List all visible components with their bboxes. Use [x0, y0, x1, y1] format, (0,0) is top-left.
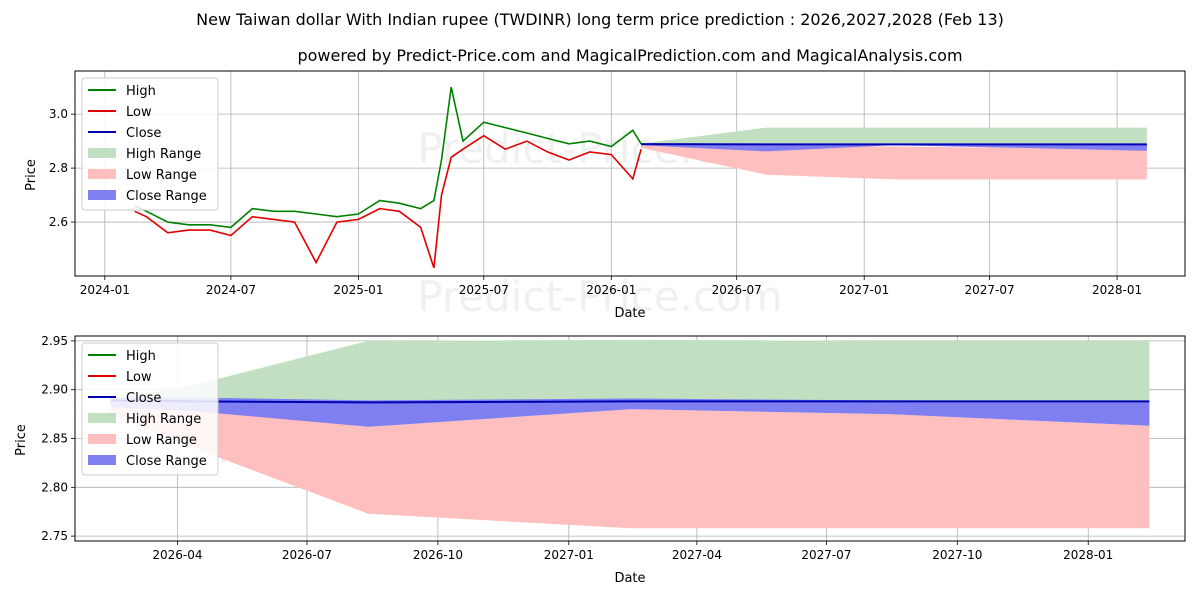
bottom-legend: High Low Close High Range Low Range Close Ran…	[82, 343, 218, 475]
bottom-ytick-label-0: 2.75	[41, 529, 68, 543]
bottom-xtick-label-3: 2027-01	[544, 548, 594, 562]
top-ytick-label-2: 3.0	[49, 107, 68, 121]
bottom-ytick-label-2: 2.85	[41, 432, 68, 446]
top-xtick-label-2: 2025-01	[333, 283, 383, 297]
top-ytick-label-1: 2.8	[49, 161, 68, 175]
bottom-xtick-label-5: 2027-07	[801, 548, 851, 562]
bottom-x-label: Date	[614, 571, 645, 586]
bottom-ytick-label-4: 2.95	[41, 334, 68, 348]
top-xtick-label-7: 2027-07	[965, 283, 1015, 297]
bottom-xtick-label-4: 2027-04	[672, 548, 722, 562]
top-legend-swatch-5	[88, 190, 116, 200]
bottom-legend-swatch-4	[88, 434, 116, 444]
top-xtick-label-8: 2028-01	[1092, 283, 1142, 297]
top-low-range-area	[641, 145, 1147, 179]
top-legend-label-5: Close Range	[126, 189, 207, 204]
top-legend-swatch-4	[88, 169, 116, 179]
top-xtick-label-6: 2027-01	[839, 283, 889, 297]
top-legend-label-3: High Range	[126, 147, 201, 162]
bottom-legend-label-5: Close Range	[126, 454, 207, 469]
bottom-high-range-area	[111, 340, 1150, 404]
top-panel: Predict-Price.com Predict-Price.com 2024…	[24, 71, 1185, 321]
bottom-legend-label-2: Close	[126, 391, 161, 406]
top-xtick-label-4: 2026-01	[586, 283, 636, 297]
bottom-ytick-label-1: 2.80	[41, 480, 68, 494]
top-x-label: Date	[614, 306, 645, 321]
top-legend-label-2: Close	[126, 126, 161, 141]
bottom-legend-swatch-5	[88, 455, 116, 465]
bottom-xtick-label-2: 2026-10	[413, 548, 463, 562]
top-legend: High Low Close High Range Low Range Close Ran…	[82, 78, 218, 210]
bottom-xtick-label-1: 2026-07	[282, 548, 332, 562]
bottom-legend-label-0: High	[126, 349, 156, 364]
top-xtick-label-3: 2025-07	[459, 283, 509, 297]
top-legend-label-4: Low Range	[126, 168, 197, 183]
top-legend-swatch-3	[88, 148, 116, 158]
bottom-legend-label-1: Low	[126, 370, 152, 385]
bottom-xtick-label-6: 2027-10	[932, 548, 982, 562]
bottom-xtick-label-7: 2028-01	[1063, 548, 1113, 562]
bottom-low-range-area	[111, 404, 1150, 528]
chart-title: New Taiwan dollar With Indian rupee (TWD…	[196, 10, 1004, 29]
bottom-y-label: Price	[14, 424, 29, 456]
top-xtick-label-0: 2024-01	[80, 283, 130, 297]
top-y-label: Price	[24, 159, 39, 191]
chart-subtitle: powered by Predict-Price.com and Magical…	[297, 46, 962, 65]
bottom-forecast-fills	[111, 340, 1150, 528]
bottom-ytick-label-3: 2.90	[41, 383, 68, 397]
bottom-legend-swatch-3	[88, 413, 116, 423]
bottom-xtick-label-0: 2026-04	[152, 548, 202, 562]
top-legend-label-1: Low	[126, 105, 152, 120]
top-legend-label-0: High	[126, 84, 156, 99]
top-xtick-label-5: 2026-07	[712, 283, 762, 297]
top-ytick-label-0: 2.6	[49, 215, 68, 229]
bottom-legend-label-3: High Range	[126, 412, 201, 427]
bottom-panel: Predict-Price.com Predict-Price.com 2026…	[14, 334, 1185, 586]
top-xtick-label-1: 2024-07	[206, 283, 256, 297]
bottom-legend-label-4: Low Range	[126, 433, 197, 448]
